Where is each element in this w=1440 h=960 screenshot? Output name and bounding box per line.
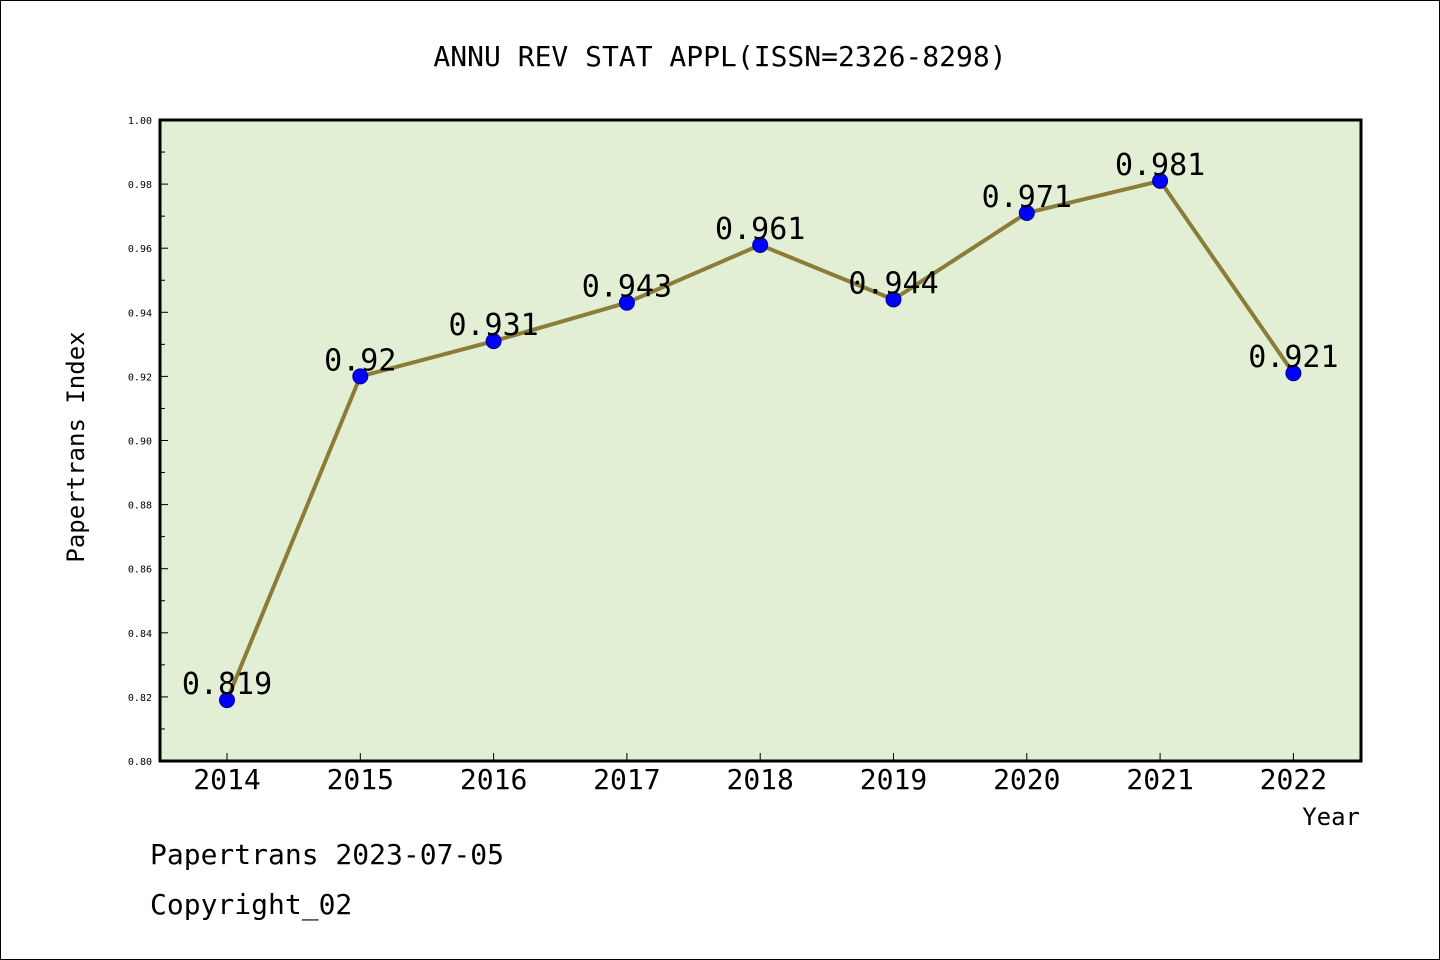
x-axis-label: Year xyxy=(1302,803,1360,831)
footer-date: Papertrans 2023-07-05 xyxy=(150,838,504,871)
data-point xyxy=(752,236,769,253)
x-tick-label: 2021 xyxy=(1126,763,1193,796)
y-tick-label: 0.94 xyxy=(128,308,152,319)
x-tick-label: 2022 xyxy=(1260,763,1327,796)
data-point xyxy=(1152,172,1169,189)
y-axis-label: Papertrans Index xyxy=(62,331,90,562)
y-tick-label: 0.86 xyxy=(128,565,152,576)
data-point xyxy=(485,333,502,350)
x-tick-label: 2020 xyxy=(993,763,1060,796)
data-point xyxy=(1285,365,1302,382)
y-tick-label: 0.96 xyxy=(128,244,152,255)
data-point xyxy=(352,368,369,385)
y-tick-label: 1.00 xyxy=(128,116,152,127)
data-point xyxy=(1018,204,1035,221)
x-tick-label: 2017 xyxy=(593,763,660,796)
data-label: 0.931 xyxy=(448,308,538,343)
y-tick-label: 0.80 xyxy=(128,757,152,768)
x-tick-label: 2018 xyxy=(726,763,793,796)
data-labels: 0.819 0.92 0.931 0.943 0.961 0.944 0.971 0.981 0… xyxy=(182,148,1339,702)
y-tick-label: 0.92 xyxy=(128,372,152,383)
data-label: 0.971 xyxy=(982,180,1072,215)
data-point xyxy=(885,291,902,308)
data-label: 0.819 xyxy=(182,667,272,702)
y-tick-label: 0.84 xyxy=(128,629,152,640)
y-axis: 0.80 0.82 0.84 0.86 0.88 0.90 0.92 0.94 0.96 0.98… xyxy=(128,116,168,768)
x-tick-label: 2016 xyxy=(460,763,527,796)
y-tick-label: 0.90 xyxy=(128,437,152,448)
data-point xyxy=(219,692,235,709)
y-tick-label: 0.88 xyxy=(128,501,152,512)
plot-area xyxy=(158,118,1363,763)
y-tick-label: 0.98 xyxy=(128,180,152,191)
data-label: 0.92 xyxy=(324,343,396,378)
y-tick-label: 0.82 xyxy=(128,693,152,704)
data-label: 0.944 xyxy=(848,266,938,301)
chart-title: ANNU REV STAT APPL(ISSN=2326-8298) xyxy=(433,40,1006,73)
x-tick-label: 2015 xyxy=(327,763,394,796)
x-tick-label: 2014 xyxy=(193,763,260,796)
x-tick-label: 2019 xyxy=(860,763,927,796)
x-axis: 2014 2015 2016 2017 2018 2019 2020 2021 2022 xyxy=(193,753,1327,796)
data-label: 0.943 xyxy=(582,270,672,305)
data-markers xyxy=(219,172,1302,709)
data-point xyxy=(618,294,635,311)
data-label: 0.981 xyxy=(1115,148,1205,183)
data-label: 0.921 xyxy=(1248,340,1338,375)
data-label: 0.961 xyxy=(715,212,805,247)
footer-copyright: Copyright_02 xyxy=(150,888,352,922)
